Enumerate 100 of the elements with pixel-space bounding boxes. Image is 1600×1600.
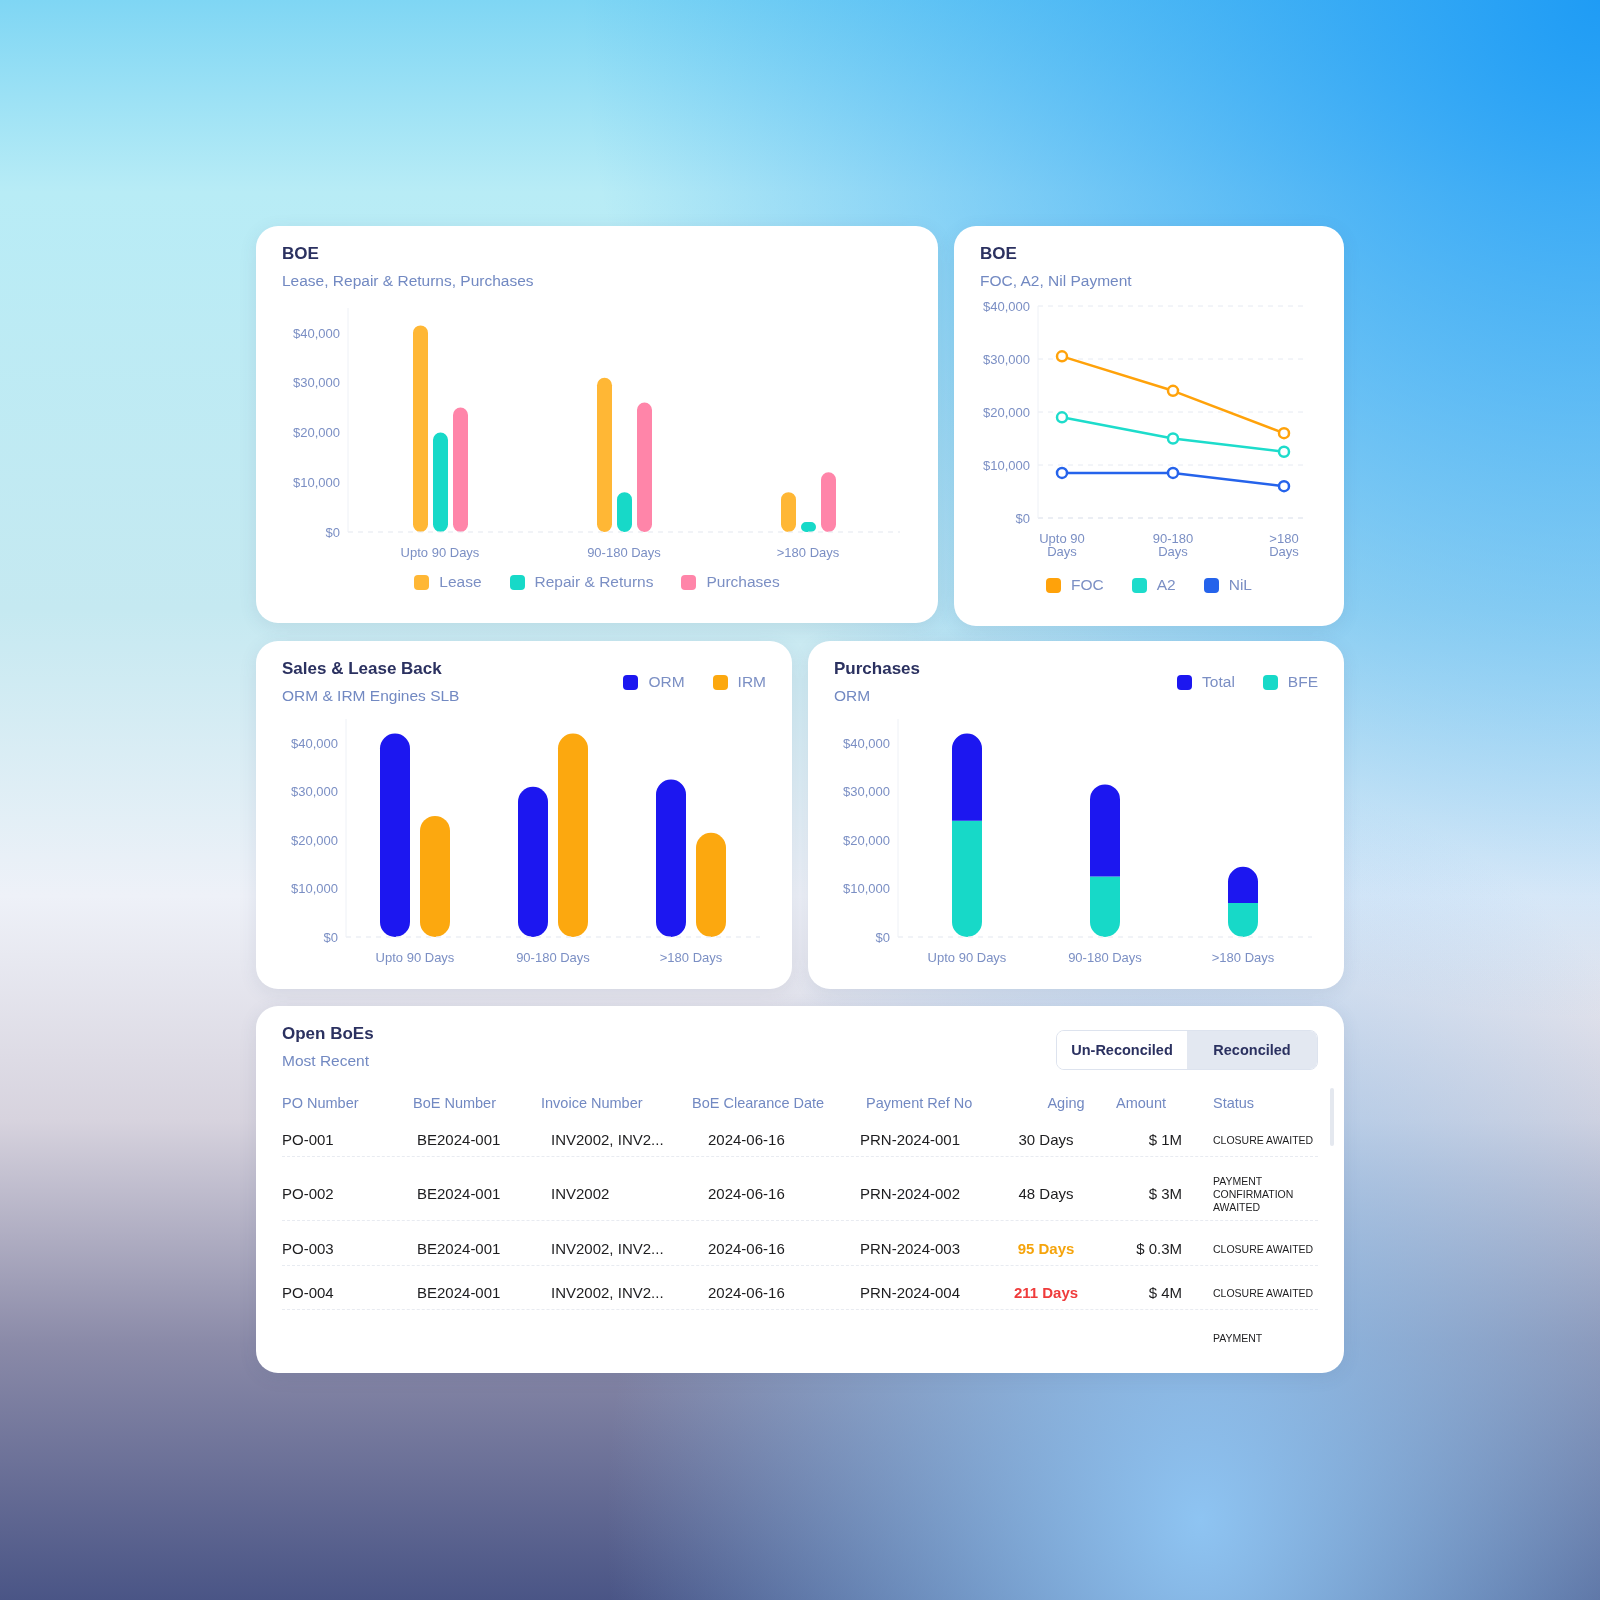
chart-subtitle: ORM [834, 687, 871, 705]
y-tick-label: $40,000 [293, 325, 340, 341]
text: 2024-06-16 [708, 1240, 785, 1257]
text: INV2002, INV2... [551, 1284, 665, 1302]
bar [380, 733, 410, 937]
legend-label: A2 [1156, 576, 1176, 594]
x-tick-label: >180 Days [776, 545, 840, 561]
text: $ 3M [1147, 1185, 1182, 1203]
text: 48 Days [1017, 1185, 1075, 1203]
point [1277, 479, 1291, 493]
text: PRN-2024-002 [860, 1185, 962, 1203]
bar [453, 407, 468, 532]
y-tick-label: $40,000 [291, 735, 338, 751]
bar [637, 402, 652, 532]
text: Aging [1047, 1095, 1085, 1111]
text: 30 Days [1017, 1131, 1075, 1149]
bar [433, 432, 448, 532]
text: PO-004 [282, 1284, 335, 1302]
x-tick-label: >180 Days [1211, 950, 1275, 966]
text: $ 1M [1147, 1131, 1182, 1149]
text: INV2002, INV2... [551, 1240, 665, 1258]
x-tick-label: Upto 90 Days [1039, 531, 1085, 560]
y-tick-label: $30,000 [843, 784, 890, 800]
point [1166, 432, 1180, 445]
y-tick-label: $20,000 [843, 832, 890, 848]
text: Amount [1116, 1095, 1166, 1111]
bar [1090, 876, 1120, 937]
y-tick-label: $0 [323, 929, 338, 945]
text: 2024-06-16 [708, 1284, 785, 1301]
text: PRN-2024-003 [860, 1240, 962, 1258]
bar [518, 786, 548, 937]
text: PO Number [282, 1095, 359, 1111]
text: Most Recent [282, 1052, 370, 1070]
text: $ 4M [1147, 1284, 1182, 1302]
bar [952, 733, 982, 821]
text: Reconciled [1187, 1031, 1317, 1069]
text: BoE Number [413, 1095, 497, 1111]
chart-title: Purchases [834, 659, 920, 679]
chart-subtitle: FOC, A2, Nil Payment [980, 272, 1132, 290]
x-tick-label: Upto 90 Days [400, 545, 480, 561]
x-tick-label: >180 Days [1269, 531, 1300, 560]
y-tick-label: $40,000 [843, 735, 890, 751]
chart-title: BOE [980, 244, 1017, 264]
point [1055, 466, 1069, 480]
text: BE2024-001 [417, 1240, 502, 1258]
point [1277, 426, 1291, 440]
legend-label: IRM [737, 673, 766, 691]
text: BoE Clearance Date [692, 1095, 825, 1111]
y-tick-label: $10,000 [843, 881, 890, 897]
text: 2024-06-16 [708, 1131, 785, 1148]
text: PRN-2024-004 [860, 1284, 962, 1302]
x-tick-label: >180 Days [659, 950, 723, 966]
text: INV2002, INV2... [551, 1131, 665, 1149]
text: CLOSURE AWAITED [1213, 1242, 1315, 1256]
y-tick-label: $30,000 [291, 784, 338, 800]
text: Payment Ref No [866, 1095, 973, 1111]
y-tick-label: $20,000 [291, 832, 338, 848]
bar [952, 820, 982, 937]
bar [821, 472, 836, 532]
x-tick-label: Upto 90 Days [927, 950, 1007, 966]
x-tick-label: 90-180 Days [1152, 531, 1194, 560]
bar [420, 815, 450, 937]
x-tick-label: 90-180 Days [587, 545, 662, 561]
text: BE2024-001 [417, 1185, 502, 1203]
point [1055, 411, 1069, 424]
bar [558, 733, 588, 937]
legend-label: Purchases [706, 573, 780, 591]
chart-title: Sales & Lease Back [282, 659, 442, 679]
text: $ 0.3M [1135, 1240, 1182, 1258]
text: 2024-06-16 [708, 1185, 785, 1202]
point [1166, 466, 1180, 480]
text: PO-001 [282, 1131, 335, 1149]
text: BE2024-001 [417, 1284, 502, 1302]
bar [413, 325, 428, 532]
y-tick-label: $20,000 [983, 404, 1030, 420]
point [1166, 384, 1180, 398]
bar [1090, 784, 1120, 877]
text: PAYMENT [1213, 1331, 1264, 1345]
text: PRN-2024-001 [860, 1131, 962, 1149]
point [1055, 350, 1069, 363]
text: 95 Days [1016, 1240, 1076, 1258]
legend-label: Lease [439, 573, 482, 591]
legend-label: Repair & Returns [534, 573, 654, 591]
y-tick-label: $0 [1015, 510, 1030, 526]
y-tick-label: $20,000 [293, 425, 340, 441]
x-tick-label: 90-180 Days [516, 950, 591, 966]
text: PAYMENT CONFIRMATION AWAITED [1213, 1174, 1295, 1214]
legend-label: Total [1202, 673, 1235, 691]
text: PO-002 [282, 1185, 335, 1203]
y-tick-label: $30,000 [293, 375, 340, 391]
legend-label: ORM [648, 673, 685, 691]
x-tick-label: 90-180 Days [1068, 950, 1143, 966]
bar [696, 832, 726, 937]
text: 211 Days [1012, 1284, 1080, 1302]
point [1277, 445, 1291, 458]
text: CLOSURE AWAITED [1213, 1133, 1315, 1147]
text: CLOSURE AWAITED [1213, 1286, 1315, 1300]
text: BE2024-001 [417, 1131, 502, 1149]
bar [597, 377, 612, 532]
text: INV2002 [551, 1185, 611, 1203]
